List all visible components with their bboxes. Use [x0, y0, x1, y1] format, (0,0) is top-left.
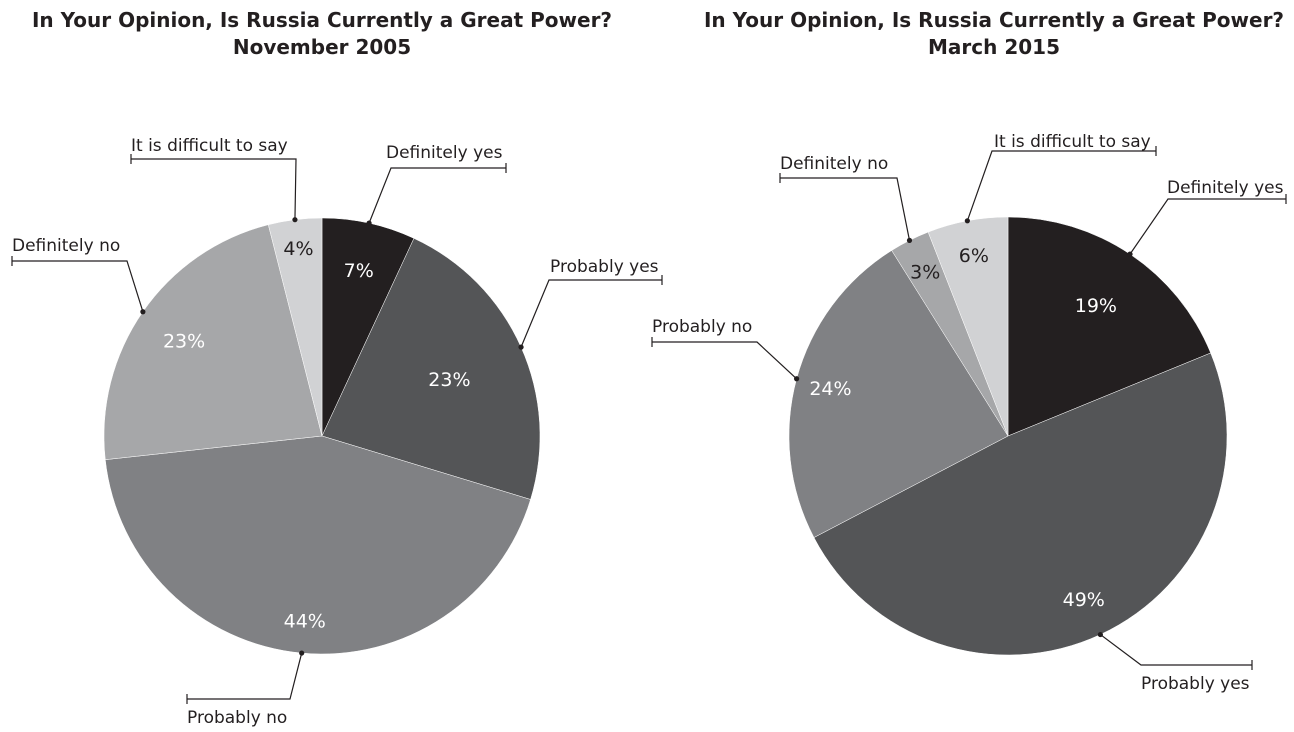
callout-leader-line [187, 652, 303, 700]
chart-title: In Your Opinion, Is Russia Currently a G… [704, 8, 1284, 32]
callout-labels: Definitely yes Probably yes Probably no Def… [12, 136, 659, 728]
callout-leader-line [12, 260, 144, 312]
callout-leaders [651, 146, 1287, 670]
slice-value-label: 4% [283, 238, 313, 260]
pie-slices [103, 217, 541, 655]
callout-leader-line [368, 167, 506, 224]
callout-label-probably-no: Probably no [652, 317, 752, 337]
slice-value-label: 19% [1075, 295, 1117, 317]
pie-chart-2015: In Your Opinion, Is Russia Currently a G… [651, 8, 1287, 694]
callout-label-it-is-difficult-to-say: It is difficult to say [994, 132, 1151, 152]
chart-subtitle: March 2015 [928, 35, 1060, 59]
callout-leader-line [780, 177, 911, 241]
chart-subtitle: November 2005 [233, 35, 411, 59]
pie-chart-2005: In Your Opinion, Is Russia Currently a G… [11, 8, 663, 728]
slice-value-label: 23% [428, 369, 470, 391]
slice-value-labels: 19% 49% 24% 3% 6% [809, 245, 1117, 611]
callout-label-probably-no: Probably no [187, 708, 287, 728]
callout-leader-line [966, 150, 1156, 222]
callout-dot [906, 237, 913, 244]
callout-label-probably-yes: Probably yes [550, 257, 659, 277]
slice-value-label: 49% [1063, 589, 1105, 611]
pie-slices [788, 216, 1228, 656]
callout-label-definitely-no: Definitely no [780, 154, 888, 174]
chart-title: In Your Opinion, Is Russia Currently a G… [32, 8, 612, 32]
callout-labels: Definitely yes Probably yes Probably no Def… [652, 132, 1284, 694]
callout-label-definitely-yes: Definitely yes [1167, 178, 1284, 198]
slice-value-label: 23% [163, 330, 205, 352]
slice-value-label: 44% [284, 610, 326, 632]
callout-leader-line [1129, 198, 1286, 255]
callout-leader-line [1100, 634, 1252, 666]
callout-label-it-is-difficult-to-say: It is difficult to say [131, 136, 288, 156]
callout-leader-line [520, 279, 662, 348]
callout-label-definitely-yes: Definitely yes [386, 143, 503, 163]
callout-leader-line [652, 341, 798, 380]
callout-label-probably-yes: Probably yes [1141, 674, 1250, 694]
slice-value-label: 7% [344, 260, 374, 282]
callout-leader-line [131, 158, 297, 220]
slice-value-label: 3% [910, 262, 940, 284]
slice-value-label: 6% [959, 245, 989, 267]
callout-label-definitely-no: Definitely no [12, 236, 120, 256]
slice-value-label: 24% [809, 378, 851, 400]
slice-value-labels: 7% 23% 44% 23% 4% [163, 238, 471, 633]
callout-leaders [11, 154, 663, 704]
